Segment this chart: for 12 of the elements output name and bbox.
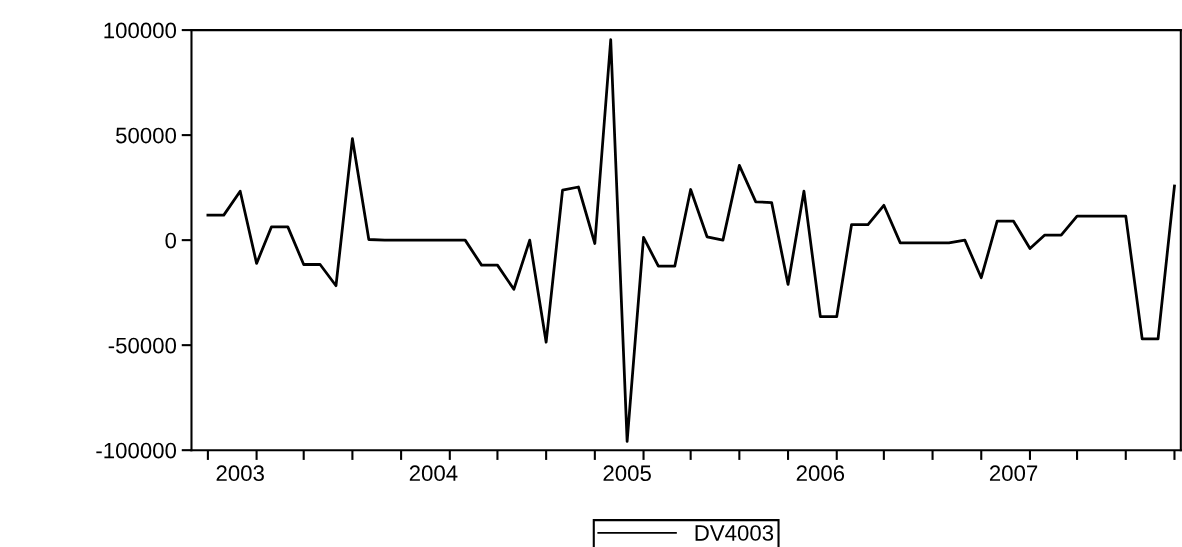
line-series xyxy=(206,38,1176,443)
y-tick-label: -50000 xyxy=(108,337,177,354)
y-tick-label: 0 xyxy=(165,232,177,249)
y-tick-label: 100000 xyxy=(104,22,177,39)
legend-label: DV4003 xyxy=(695,525,774,541)
x-tick-label: 2003 xyxy=(216,465,264,482)
x-tick-label: 2007 xyxy=(989,465,1038,482)
y-tick-label: 50000 xyxy=(116,127,177,144)
x-tick-label: 2006 xyxy=(796,465,845,482)
x-tick-label: 2004 xyxy=(409,465,458,482)
x-tick-label: 2005 xyxy=(603,465,651,482)
y-tick-label: -100000 xyxy=(96,442,177,459)
